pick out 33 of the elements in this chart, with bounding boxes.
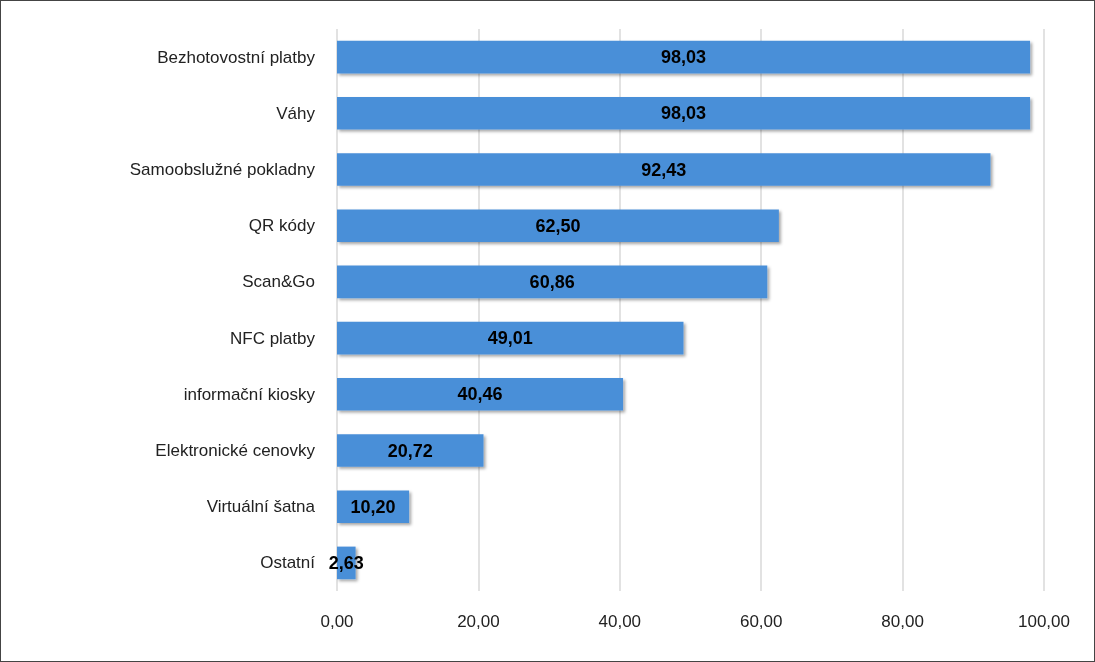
bar bbox=[337, 209, 779, 242]
y-tick-label: Samoobslužné pokladny bbox=[129, 160, 316, 179]
y-tick-label: NFC platby bbox=[229, 328, 316, 348]
bar bbox=[337, 321, 684, 355]
data-label: 92,43 bbox=[641, 159, 687, 180]
bar bbox=[337, 40, 1031, 74]
bar bbox=[337, 153, 991, 186]
y-tick-label: Váhy bbox=[276, 103, 316, 123]
data-label: 60,86 bbox=[529, 271, 575, 292]
x-tick-label: 100,00 bbox=[1018, 612, 1070, 631]
x-tick-label: 40,00 bbox=[598, 612, 642, 631]
data-label: 49,01 bbox=[487, 328, 533, 349]
y-tick-label: Scan&Go bbox=[242, 272, 315, 292]
data-label: 10,20 bbox=[350, 496, 396, 517]
y-tick-label: Virtuální šatna bbox=[206, 497, 316, 517]
data-label: 40,46 bbox=[457, 384, 503, 405]
y-tick-label: Bezhotovostní platby bbox=[157, 47, 316, 67]
data-label: 98,03 bbox=[661, 103, 707, 124]
y-tick-label: Ostatní bbox=[260, 553, 316, 573]
data-label: 98,03 bbox=[661, 47, 707, 68]
y-tick-label: Elektronické cenovky bbox=[155, 441, 316, 460]
x-tick-label: 60,00 bbox=[739, 612, 783, 631]
x-tick-label: 0,00 bbox=[320, 612, 354, 631]
bar bbox=[337, 97, 1031, 130]
y-tick-label: QR kódy bbox=[248, 216, 316, 236]
bar bbox=[337, 265, 768, 299]
data-label: 62,50 bbox=[535, 215, 581, 236]
x-tick-label: 20,00 bbox=[457, 612, 500, 631]
bar bbox=[337, 434, 484, 467]
data-label: 20,72 bbox=[387, 440, 433, 461]
x-tick-label: 80,00 bbox=[881, 612, 924, 631]
y-tick-label: informační kiosky bbox=[183, 384, 316, 404]
bar bbox=[337, 378, 624, 411]
